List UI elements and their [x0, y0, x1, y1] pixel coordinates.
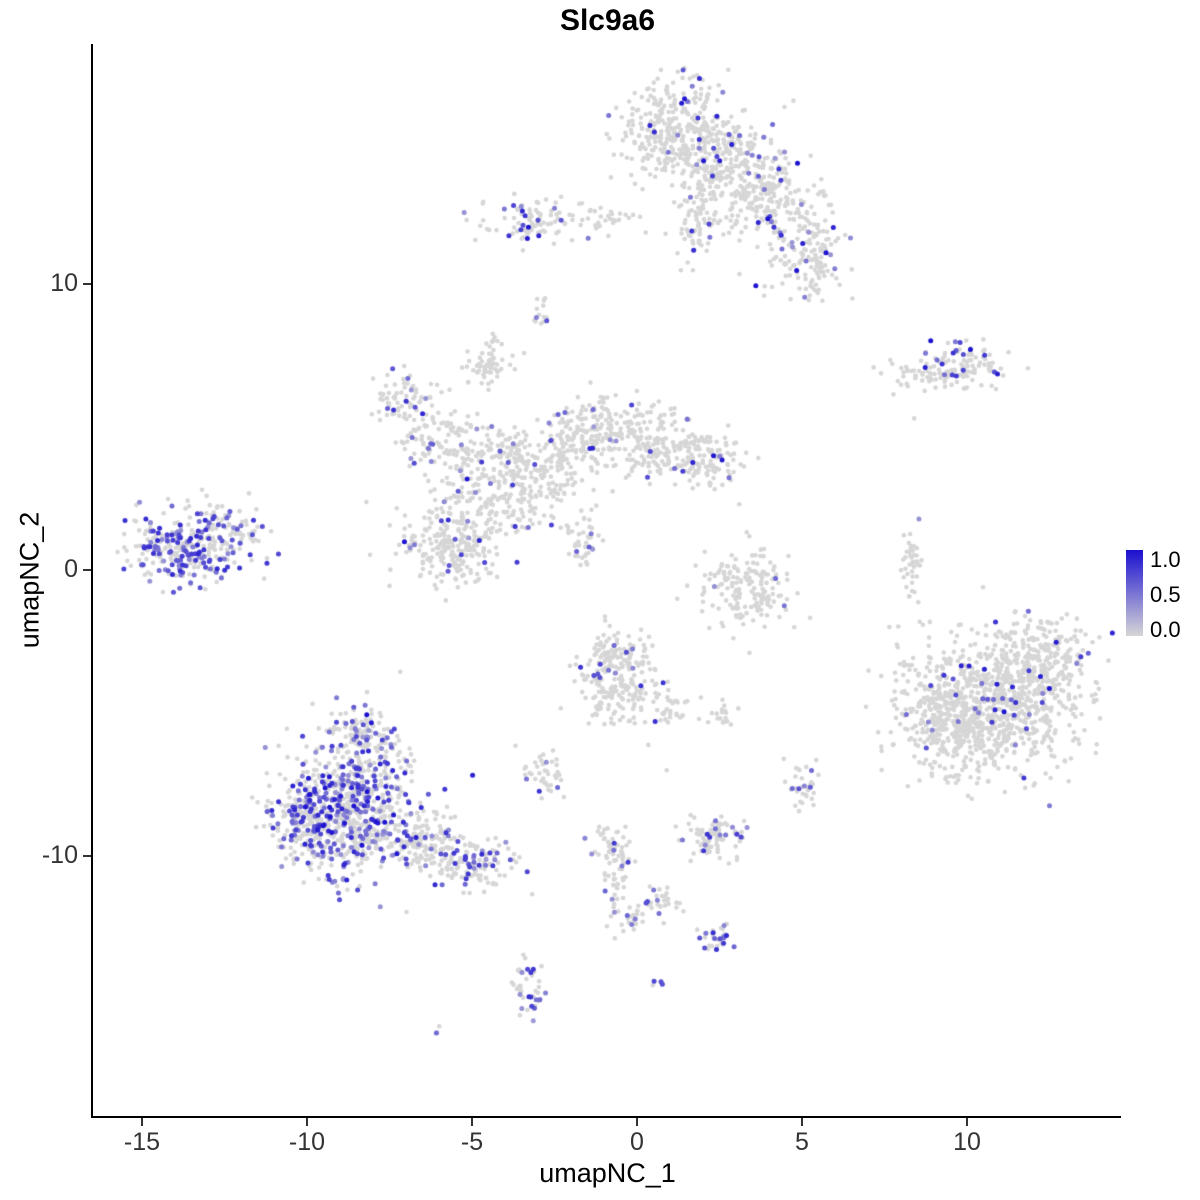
y-tick-label: 10 [50, 269, 78, 297]
x-tick-label: 10 [953, 1128, 981, 1156]
x-tick-label: 0 [630, 1128, 644, 1156]
legend-gradient-bar [1126, 550, 1143, 636]
x-axis-title: umapNC_1 [539, 1158, 676, 1188]
x-tick-mark [801, 1118, 803, 1126]
y-tick-mark [83, 569, 91, 571]
x-tick-label: -15 [123, 1128, 161, 1156]
x-tick-mark [966, 1118, 968, 1126]
x-tick-label: -10 [288, 1128, 326, 1156]
x-tick-mark [306, 1118, 308, 1126]
legend-label: 1.0 [1150, 547, 1181, 572]
x-axis-line [91, 1116, 1121, 1118]
y-axis-line [91, 44, 93, 1118]
y-axis-title: umapNC_2 [14, 511, 45, 649]
legend-label: 0.0 [1150, 617, 1181, 642]
x-tick-mark [471, 1118, 473, 1126]
x-tick-mark [141, 1118, 143, 1126]
y-tick-mark [83, 283, 91, 285]
y-tick-mark [83, 855, 91, 857]
y-tick-label: -10 [41, 841, 78, 869]
legend-label: 0.5 [1150, 582, 1181, 607]
color-legend: 1.0 0.5 0.0 [1126, 540, 1200, 650]
chart-title: Slc9a6 [559, 4, 656, 37]
x-tick-mark [636, 1118, 638, 1126]
x-tick-label: -5 [460, 1128, 484, 1156]
x-tick-label: 5 [795, 1128, 809, 1156]
y-tick-label: 0 [64, 555, 78, 583]
